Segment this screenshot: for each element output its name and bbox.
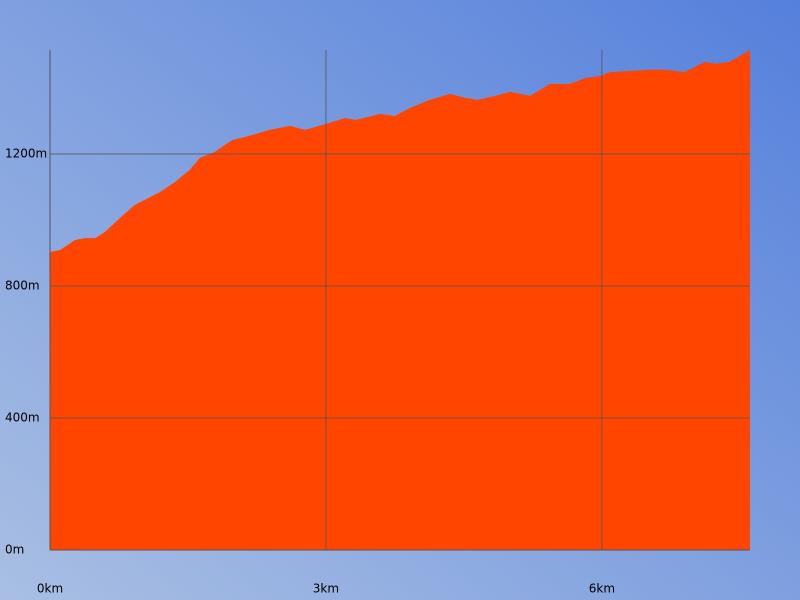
y-tick-label: 400m [5,410,40,424]
x-tick-label: 0km [37,582,63,596]
x-tick-label: 3km [313,582,339,596]
plot-area: 0m 400m 800m 1200m 0km 3km 6km [5,50,750,596]
x-tick-label: 6km [589,582,615,596]
elevation-area [50,50,750,550]
y-tick-label: 800m [5,278,40,292]
y-tick-label: 1200m [5,146,47,160]
y-tick-label: 0m [5,543,24,557]
